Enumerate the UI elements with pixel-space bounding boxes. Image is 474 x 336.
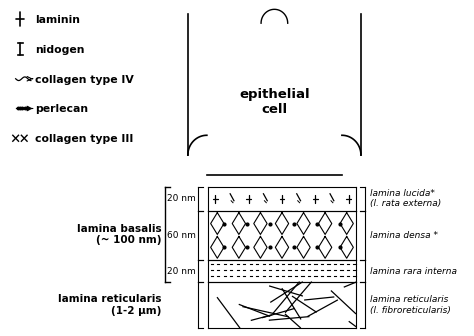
Text: lamina lucida*
(l. rata externa): lamina lucida* (l. rata externa) (371, 189, 442, 208)
Text: lamina basalis
(~ 100 nm): lamina basalis (~ 100 nm) (77, 224, 161, 245)
Text: nidogen: nidogen (35, 45, 84, 55)
Text: 20 nm: 20 nm (167, 267, 195, 276)
Text: collagen type IV: collagen type IV (35, 75, 134, 85)
Text: 60 nm: 60 nm (166, 231, 195, 240)
Text: lamina densa *: lamina densa * (371, 231, 438, 240)
Text: lamina reticularis
(1-2 μm): lamina reticularis (1-2 μm) (58, 294, 161, 316)
Text: lamina rara interna: lamina rara interna (371, 267, 457, 276)
Text: laminin: laminin (35, 15, 80, 25)
Text: 20 nm: 20 nm (167, 194, 195, 203)
Text: collagen type III: collagen type III (35, 134, 133, 144)
Text: epithelial
cell: epithelial cell (239, 88, 310, 116)
Text: lamina reticularis
(l. fibroreticularis): lamina reticularis (l. fibroreticularis) (371, 295, 451, 314)
Text: perlecan: perlecan (35, 104, 88, 115)
